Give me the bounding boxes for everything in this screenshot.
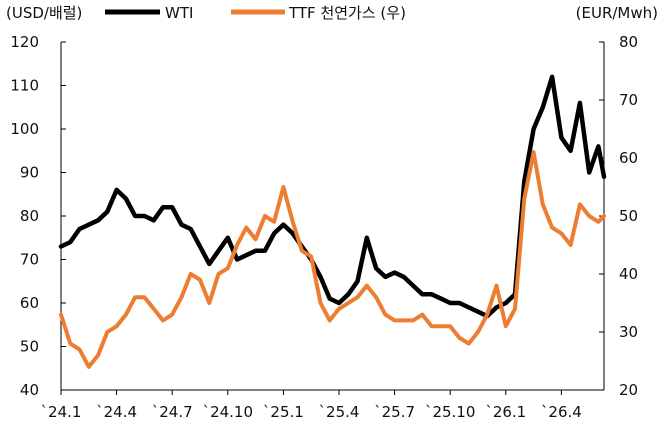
right-axis-tick-label: 50: [619, 207, 638, 225]
left-axis-tick-label: 50: [20, 338, 39, 356]
x-axis-tick-label: `24.10: [203, 403, 253, 421]
x-axis-tick-label: `25.7: [374, 403, 415, 421]
right-axis-tick-label: 60: [619, 149, 638, 167]
series-layer: [58, 74, 607, 369]
right-axis-tick-label: 40: [619, 265, 638, 283]
legend: WTI TTF 천연가스 (우): [105, 4, 406, 22]
x-axis-tick-label: `26.4: [541, 403, 582, 421]
left-axis-tick-label: 70: [20, 251, 39, 269]
left-axis-tick-label: 100: [10, 120, 39, 138]
series-line-wti: [58, 74, 607, 319]
x-axis-tick-label: `25.10: [425, 403, 475, 421]
axes: 120 110 100 90 80 70 60 50 40 80 70 60 50 40 30 20 `24.1…: [10, 33, 638, 421]
left-axis-tick-label: 60: [20, 294, 39, 312]
left-axis-tick-label: 120: [10, 33, 39, 51]
x-axis-tick-label: `24.4: [96, 403, 137, 421]
legend-wti-label: WTI: [165, 4, 193, 22]
left-axis-tick-label: 90: [20, 164, 39, 182]
series-line-ttf: [59, 150, 606, 369]
left-axis-tick-label: 40: [20, 381, 39, 399]
x-axis-tick-label: `24.7: [152, 403, 193, 421]
x-axis-tick-label: `26.1: [485, 403, 526, 421]
legend-ttf-label: TTF 천연가스 (우): [288, 4, 406, 22]
right-axis-tick-label: 20: [619, 381, 638, 399]
x-axis-tick-label: `25.1: [263, 403, 304, 421]
left-axis-tick-label: 80: [20, 207, 39, 225]
x-axis-tick-label: `25.4: [319, 403, 360, 421]
left-axis-unit-label: (USD/배럴): [6, 4, 82, 22]
right-axis-tick-label: 80: [619, 33, 638, 51]
right-axis-tick-label: 30: [619, 323, 638, 341]
x-axis-tick-label: `24.1: [41, 403, 82, 421]
right-axis-unit-label: (EUR/Mwh): [576, 4, 658, 22]
left-axis-tick-label: 110: [10, 77, 39, 95]
right-axis-tick-label: 70: [619, 91, 638, 109]
